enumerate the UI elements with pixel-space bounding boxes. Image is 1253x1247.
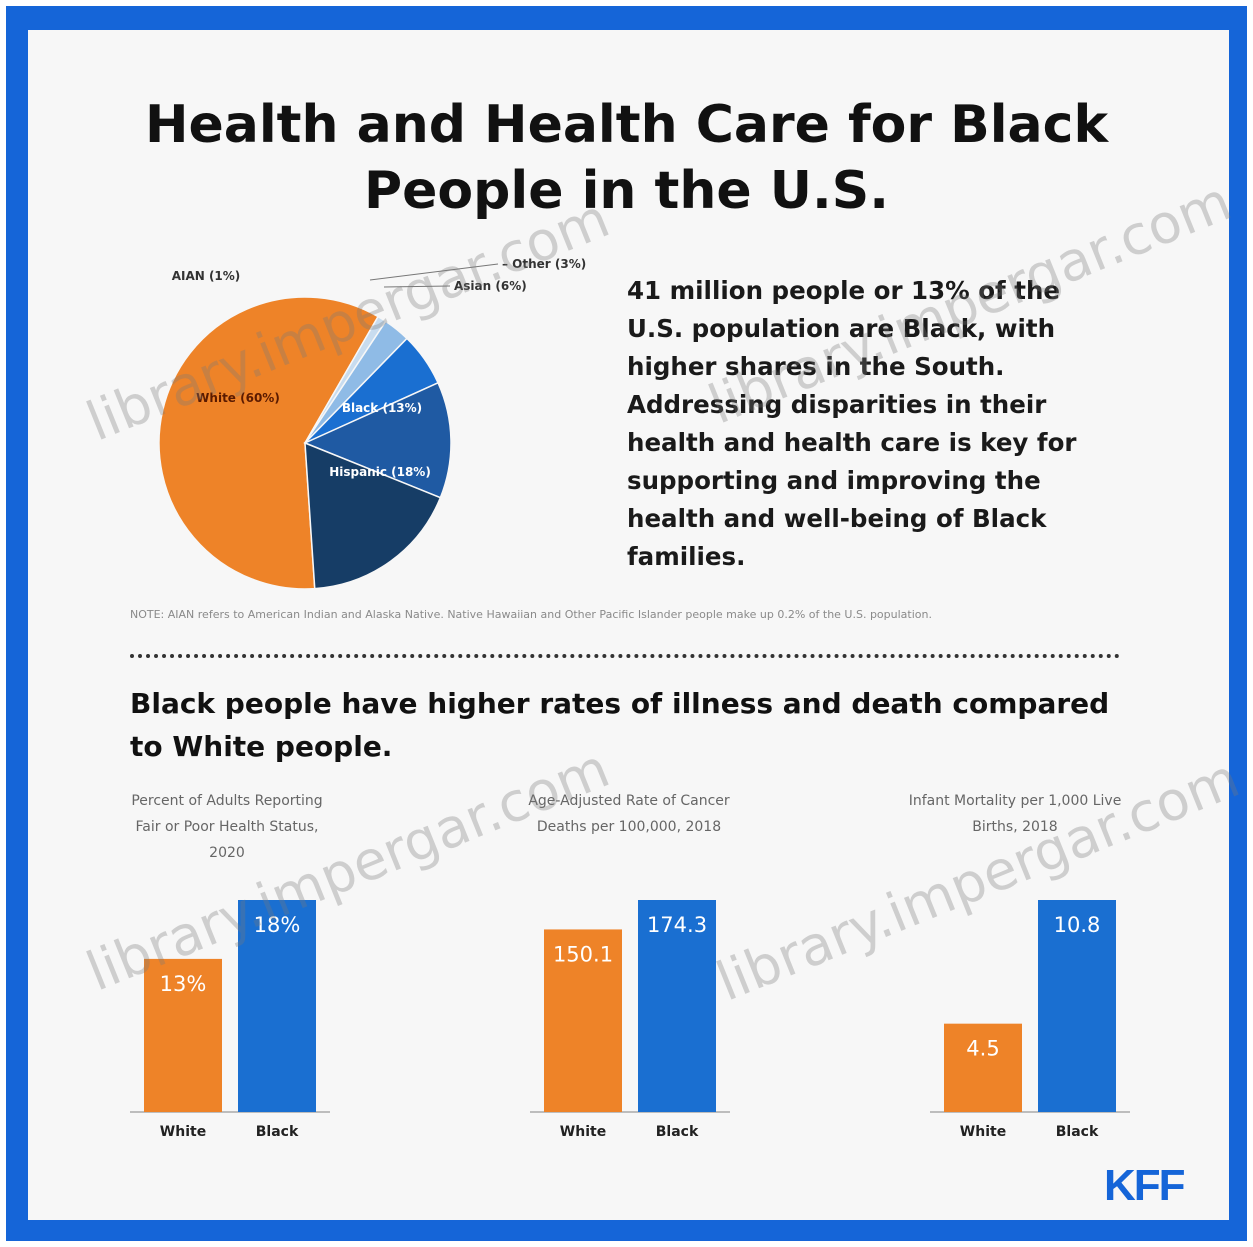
pie-slice-label: Black (13%): [342, 401, 422, 415]
pie-slice-label: AIAN (1%): [172, 269, 241, 283]
bar-category-label: White: [560, 1124, 606, 1140]
bar-chart-2-title: Age-Adjusted Rate of Cancer Deaths per 1…: [528, 793, 730, 835]
leader-line: [383, 285, 451, 288]
bar-value-label: 150.1: [553, 942, 613, 966]
bar-white: [544, 929, 622, 1112]
bar-value-label: 4.5: [966, 1037, 999, 1061]
bar-value-label: 10.8: [1054, 913, 1101, 937]
bar-chart-3-title: Infant Mortality per 1,000 Live Births, …: [908, 793, 1122, 835]
bar-white: [944, 1023, 1022, 1112]
kff-logo: KFF: [1104, 1161, 1186, 1210]
bar-black: [1038, 900, 1116, 1112]
bar-value-label: 13%: [160, 972, 207, 996]
bar-category-label: White: [160, 1124, 206, 1140]
pie-slice: [158, 296, 380, 590]
page-title: Health and Health Care for Black People …: [0, 92, 1253, 224]
bar-category-label: White: [960, 1124, 1006, 1140]
bar-chart-infant-mortality: 4.5 White 10.8 Black: [930, 900, 1130, 1140]
bar-chart-fair-poor-health: 13% White 18% Black: [130, 900, 330, 1140]
bar-chart-1-title: Percent of Adults Reporting Fair or Poor…: [131, 793, 323, 861]
bar-category-label: Black: [256, 1124, 299, 1140]
intro-paragraph: 41 million people or 13% of the U.S. pop…: [627, 276, 1077, 571]
title-line-1: Health and Health Care for Black: [144, 95, 1109, 155]
pie-slice-label: – Other (3%): [502, 257, 586, 271]
bar-chart-cancer-deaths: 150.1 White 174.3 Black: [530, 900, 730, 1140]
pie-slice-label: Hispanic (18%): [329, 465, 431, 479]
pie-slice: [304, 441, 442, 590]
bar-black: [238, 900, 316, 1112]
bar-category-label: Black: [656, 1124, 699, 1140]
footnote: NOTE: AIAN refers to American Indian and…: [130, 608, 932, 621]
pie-slice: [303, 381, 452, 499]
dotted-divider: [130, 654, 1120, 658]
title-line-2: People in the U.S.: [364, 161, 889, 221]
leader-line: [369, 263, 499, 281]
pie-slice-label: White (60%): [196, 391, 280, 405]
bar-value-label: 174.3: [647, 913, 707, 937]
bar-black: [638, 900, 716, 1112]
bar-white: [144, 958, 222, 1112]
population-pie-chart: White (60%) AIAN (1%) – Other (3%) Asian (6…: [158, 257, 586, 590]
pie-slice-label: Asian (6%): [454, 279, 527, 293]
section-heading: Black people have higher rates of illnes…: [130, 687, 1110, 763]
infographic-card: [28, 30, 1229, 1220]
bar-value-label: 18%: [254, 913, 301, 937]
bar-category-label: Black: [1056, 1124, 1099, 1140]
